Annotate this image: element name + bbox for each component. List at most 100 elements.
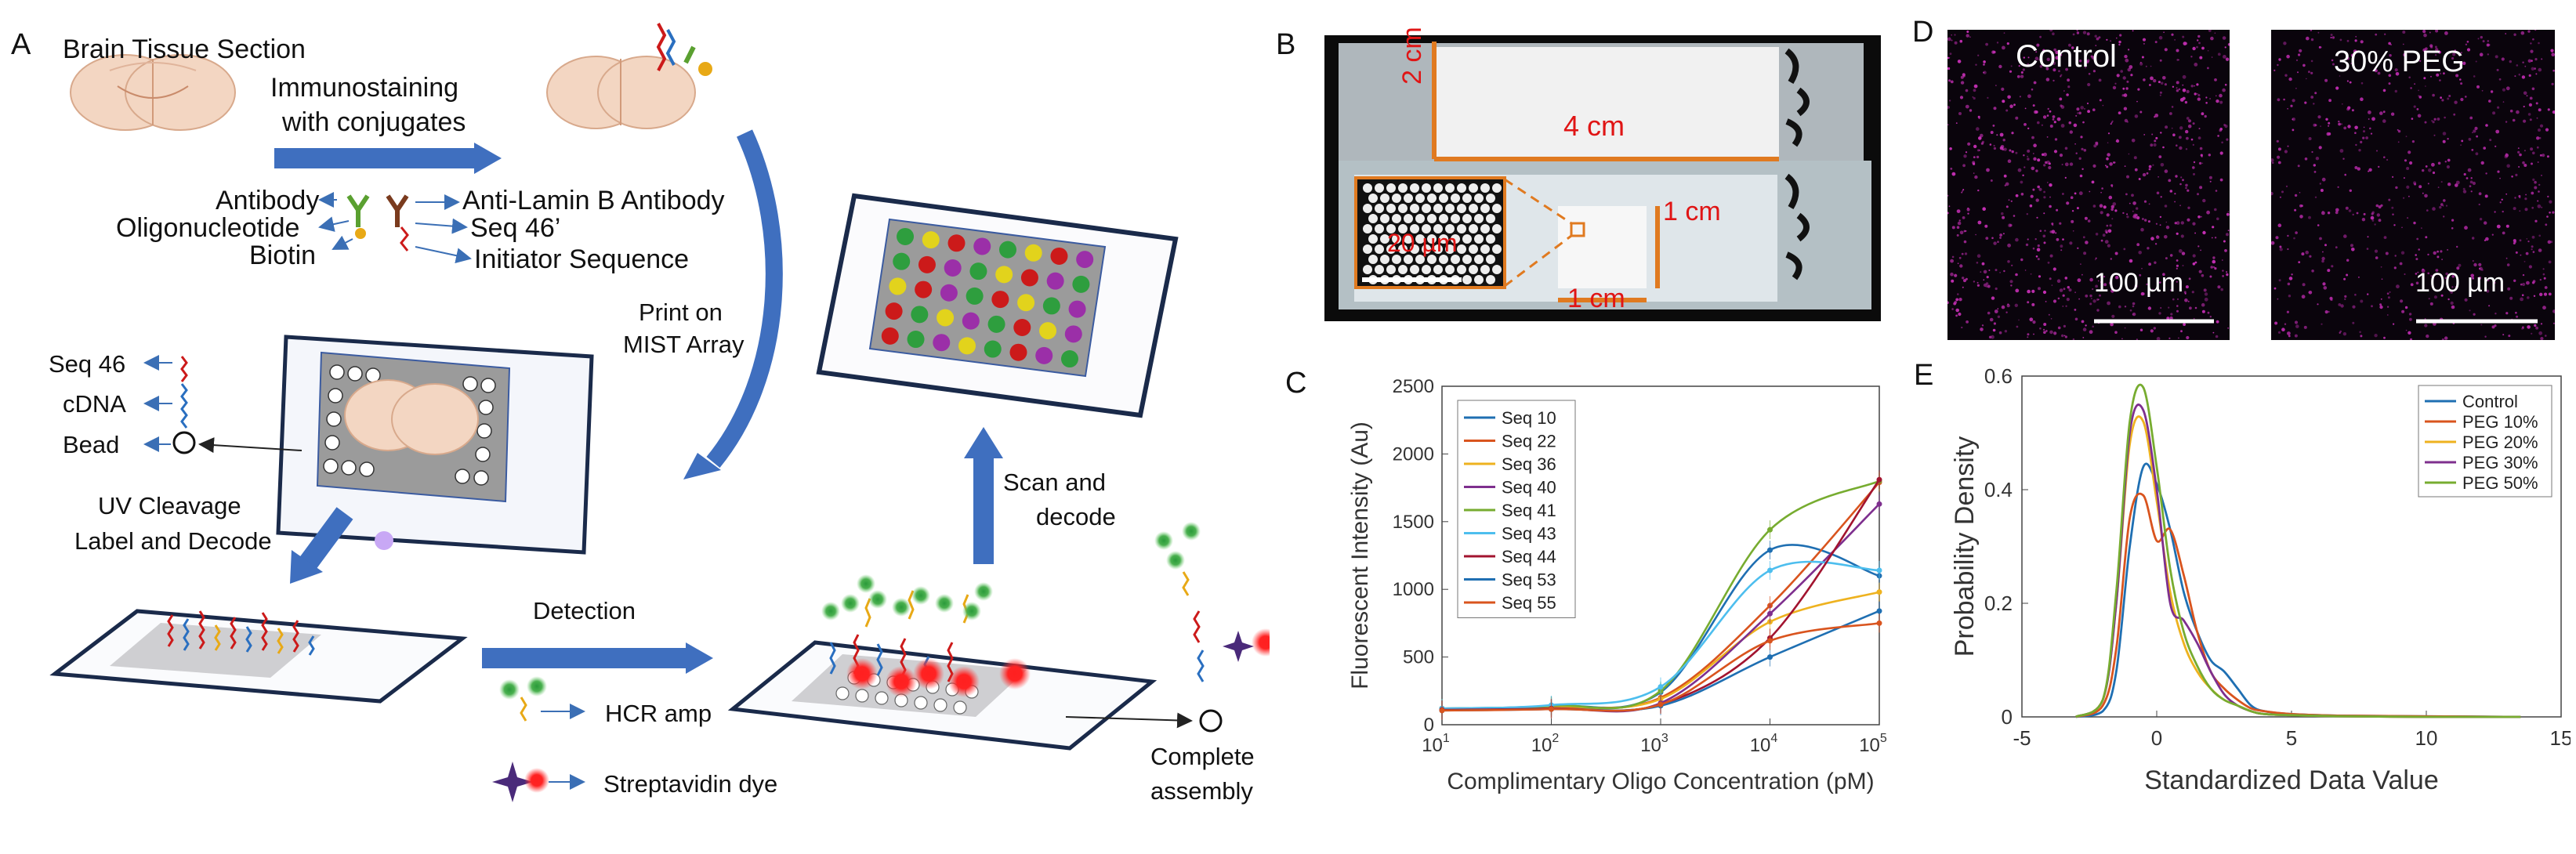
- immunostaining-label: Immunostaining: [270, 73, 459, 103]
- uv-cleavage-label: UV Cleavage: [98, 492, 241, 519]
- array-dot: [922, 231, 940, 249]
- panel-label-c: C: [1285, 367, 1307, 400]
- array-dot: [1020, 269, 1038, 287]
- legend-label: Seq 53: [1502, 570, 1556, 590]
- x-tick-exponent: 2: [1552, 732, 1559, 745]
- array-dot: [1076, 251, 1094, 269]
- cdna-label: cDNA: [63, 390, 126, 418]
- antibody-label: Antibody: [216, 186, 320, 215]
- seq46prime-label: Seq 46’: [470, 213, 561, 243]
- x-axis-label: Standardized Data Value: [2144, 765, 2439, 795]
- legend-label: Seq 22: [1502, 432, 1556, 451]
- control-image: [1947, 30, 2230, 340]
- scale-20um-label: 20 µm: [1387, 229, 1458, 257]
- array-dot: [907, 331, 925, 349]
- legend-label: Seq 41: [1502, 501, 1556, 520]
- array-dot: [969, 262, 987, 280]
- assembly-label: assembly: [1150, 777, 1253, 805]
- stained-brain-image: [546, 23, 712, 129]
- series-line: [1441, 560, 1880, 710]
- uv-light-icon: [375, 531, 393, 550]
- array-dot: [911, 306, 929, 324]
- legend-label: PEG 30%: [2462, 453, 2538, 472]
- data-point: [1876, 620, 1882, 626]
- array-dot: [897, 227, 915, 245]
- array-dot: [1017, 294, 1035, 312]
- hcr-amp-icon: [499, 676, 585, 722]
- array-dot: [962, 312, 980, 330]
- array-dot: [918, 255, 936, 273]
- scan-label: Scan and: [1003, 469, 1106, 496]
- peg-title: 30% PEG: [2334, 45, 2465, 78]
- conjugate-legend: [318, 192, 472, 264]
- data-point: [1876, 567, 1882, 574]
- complete-assembly-icon: [1154, 522, 1270, 733]
- legend-label: Seq 44: [1502, 547, 1556, 566]
- array-dot: [1068, 300, 1086, 318]
- array-dot: [1024, 244, 1042, 262]
- bead-label: Bead: [63, 431, 120, 458]
- data-point: [1767, 610, 1773, 617]
- array-dot: [973, 237, 991, 255]
- dim-4cm-label: 4 cm: [1563, 110, 1625, 142]
- detection-label: Detection: [533, 597, 636, 624]
- data-point: [1767, 567, 1773, 574]
- array-dot-grid: [881, 227, 1094, 368]
- print-arrow: [706, 129, 783, 468]
- x-axis-label: Complimentary Oligo Concentration (pM): [1447, 769, 1874, 794]
- x-tick-label: 104: [1750, 732, 1778, 756]
- array-dot: [966, 287, 984, 305]
- streptavidin-icon: [492, 762, 585, 802]
- legend-label: Control: [2462, 392, 2518, 411]
- array-dot: [933, 334, 951, 352]
- array-dot: [995, 266, 1013, 284]
- x-tick-label: 5: [2286, 726, 2297, 750]
- array-dot: [944, 259, 962, 277]
- array-dot: [1060, 350, 1078, 368]
- data-point: [1658, 701, 1664, 707]
- x-tick-exponent: 5: [1880, 732, 1887, 745]
- labeled-slide: [49, 609, 468, 704]
- array-dot: [881, 327, 899, 345]
- x-tick-label: 0: [2151, 726, 2162, 750]
- panel-label-e: E: [1914, 359, 1934, 392]
- label-decode-label: Label and Decode: [74, 527, 272, 555]
- x-tick-label: -5: [2013, 726, 2031, 750]
- data-point: [1549, 706, 1554, 712]
- array-dot: [937, 309, 955, 327]
- array-dot: [984, 340, 1002, 358]
- brain-section-image: [70, 54, 236, 131]
- data-point: [1767, 654, 1773, 660]
- series-line: [2075, 383, 2521, 718]
- peg-image: [2271, 30, 2555, 340]
- y-tick-label: 0.2: [1984, 592, 2013, 615]
- initiator-label: Initiator Sequence: [474, 244, 690, 274]
- print-on-label: Print on: [639, 299, 723, 326]
- data-point: [1439, 707, 1445, 714]
- data-point: [1767, 527, 1773, 533]
- panel-label-a: A: [11, 28, 31, 61]
- array-dot: [1039, 322, 1057, 340]
- y-tick-label: 1000: [1393, 579, 1434, 600]
- dim-1cm-horizontal-label: 1 cm: [1567, 284, 1625, 313]
- seq46-label: Seq 46: [49, 350, 126, 378]
- control-title: Control: [2016, 39, 2117, 74]
- x-tick-label: 103: [1640, 732, 1668, 756]
- data-point: [1658, 684, 1664, 690]
- legend-label: Seq 40: [1502, 478, 1556, 498]
- y-tick-label: 0: [2002, 705, 2013, 729]
- array-dot: [1050, 247, 1068, 265]
- array-dot: [915, 280, 933, 299]
- array-dot: [940, 284, 958, 302]
- oligonucleotide-label: Oligonucleotide: [116, 213, 300, 243]
- data-point: [1876, 608, 1882, 614]
- array-dot: [987, 315, 1005, 333]
- streptavidin-label: Streptavidin dye: [603, 770, 778, 798]
- dim-1cm-vertical-label: 1 cm: [1663, 197, 1721, 226]
- x-tick-exponent: 3: [1661, 732, 1668, 745]
- legend-label: PEG 10%: [2462, 412, 2538, 432]
- x-tick-label: 102: [1531, 732, 1560, 756]
- data-point: [1767, 547, 1773, 553]
- array-dot: [1046, 272, 1064, 290]
